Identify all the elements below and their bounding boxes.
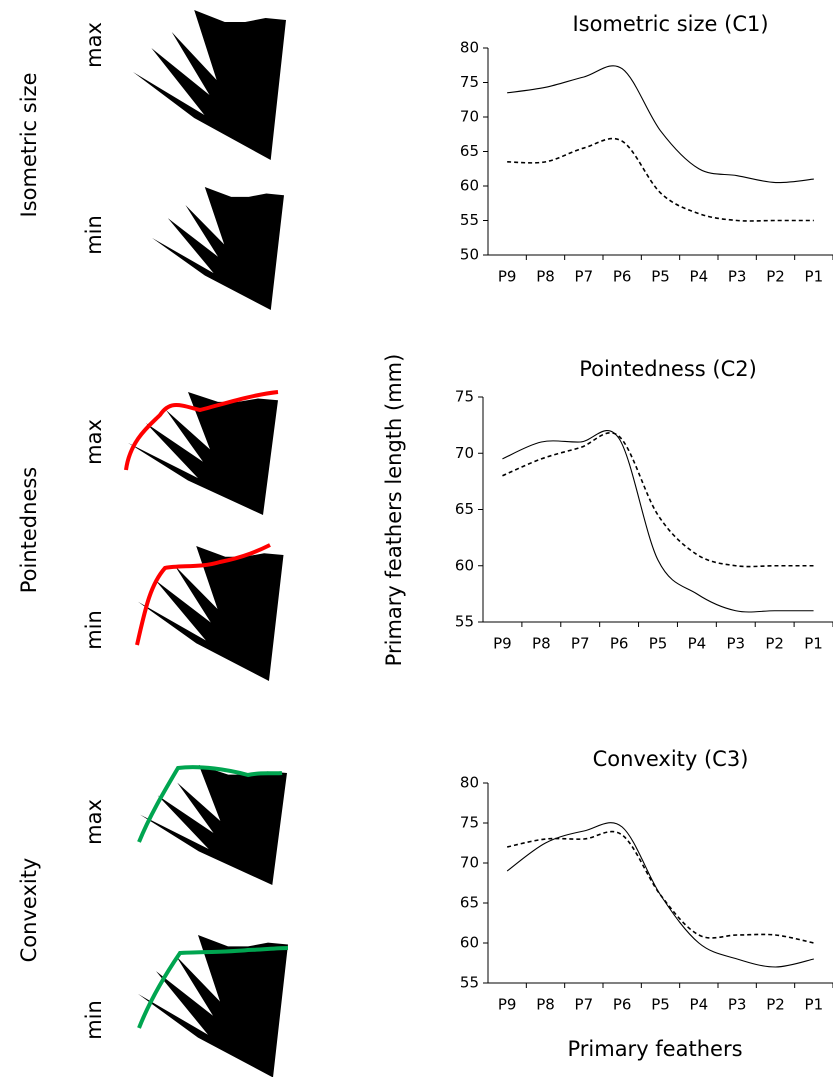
x-tick-label: P6 — [610, 635, 629, 653]
x-tick-label: P3 — [728, 996, 747, 1014]
y-tick-label: 80 — [460, 774, 479, 792]
chart-title: Convexity (C3) — [593, 747, 749, 771]
chart-title: Pointedness (C2) — [579, 357, 757, 381]
data-line — [502, 430, 814, 613]
x-axis-label: Primary feathers — [567, 1037, 742, 1061]
x-tick-label: P8 — [536, 996, 555, 1014]
x-tick-label: P5 — [651, 268, 670, 286]
x-tick-label: P8 — [532, 635, 551, 653]
y-tick-label: 65 — [460, 142, 479, 160]
x-tick-label: P1 — [805, 996, 824, 1014]
x-tick-label: P5 — [651, 996, 670, 1014]
y-tick-label: 60 — [460, 177, 479, 195]
min-label: min — [82, 1000, 106, 1040]
x-tick-label: P7 — [575, 268, 594, 286]
y-tick-label: 55 — [455, 613, 474, 631]
x-tick-label: P1 — [805, 268, 824, 286]
max-label: max — [82, 419, 106, 465]
y-tick-label: 55 — [460, 211, 479, 229]
y-tick-label: 70 — [460, 108, 479, 126]
x-tick-label: P2 — [766, 268, 785, 286]
x-tick-label: P5 — [649, 635, 668, 653]
y-tick-label: 65 — [460, 894, 479, 912]
y-tick-label: 65 — [455, 500, 474, 518]
max-label: max — [82, 799, 106, 845]
x-tick-label: P8 — [536, 268, 555, 286]
x-tick-label: P3 — [728, 268, 747, 286]
x-tick-label: P7 — [575, 996, 594, 1014]
x-tick-label: P3 — [726, 635, 745, 653]
min-label: min — [82, 215, 106, 255]
y-tick-label: 50 — [460, 246, 479, 264]
y-axis-label: Primary feathers length (mm) — [382, 354, 406, 667]
data-line — [507, 830, 814, 944]
panel-label: Convexity — [17, 858, 41, 963]
y-tick-label: 75 — [455, 388, 474, 406]
y-tick-label: 80 — [460, 39, 479, 57]
x-tick-label: P6 — [613, 268, 632, 286]
x-tick-label: P2 — [765, 635, 784, 653]
x-tick-label: P1 — [804, 635, 823, 653]
min-label: min — [82, 610, 106, 650]
y-tick-label: 70 — [460, 854, 479, 872]
x-tick-label: P2 — [766, 996, 785, 1014]
wing-shapes — [128, 10, 288, 1077]
y-tick-label: 70 — [455, 444, 474, 462]
x-tick-label: P9 — [498, 268, 517, 286]
outline-curves — [124, 390, 289, 1029]
x-tick-label: P9 — [493, 635, 512, 653]
x-tick-label: P4 — [690, 996, 709, 1014]
y-tick-label: 60 — [455, 556, 474, 574]
x-tick-label: P6 — [613, 996, 632, 1014]
y-tick-label: 75 — [460, 73, 479, 91]
panel-label: Isometric size — [17, 72, 41, 217]
data-line — [507, 65, 814, 184]
panel-label: Pointedness — [17, 467, 41, 594]
x-tick-label: P9 — [498, 996, 517, 1014]
y-tick-label: 55 — [460, 974, 479, 992]
x-tick-label: P7 — [571, 635, 590, 653]
data-line — [507, 137, 814, 222]
y-tick-label: 75 — [460, 814, 479, 832]
y-tick-label: 60 — [460, 934, 479, 952]
x-tick-label: P4 — [690, 268, 709, 286]
x-tick-label: P4 — [688, 635, 707, 653]
data-line — [502, 432, 814, 568]
chart-title: Isometric size (C1) — [572, 12, 768, 36]
max-label: max — [82, 22, 106, 68]
